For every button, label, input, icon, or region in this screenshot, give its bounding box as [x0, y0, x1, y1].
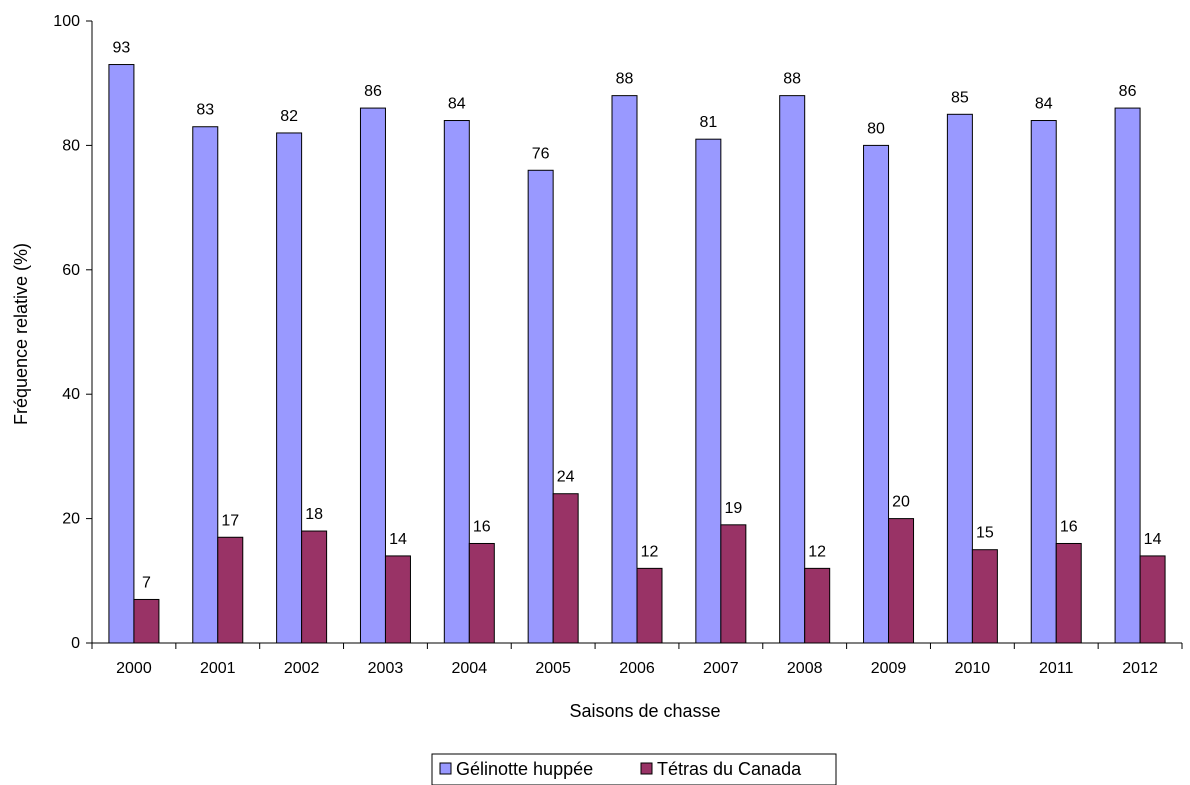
bar-tetras-2005	[552, 493, 579, 644]
bar-gelinotte-2002	[276, 132, 303, 644]
bar-tetras-2004	[468, 542, 495, 644]
legend-frame	[431, 753, 837, 785]
bar-gelinotte-2001	[192, 126, 219, 644]
data-label-gelinotte-2005: 76	[532, 145, 550, 162]
x-tick-label: 2006	[619, 660, 655, 677]
bar-tetras-2003	[384, 555, 411, 644]
data-label-tetras-2010: 15	[976, 525, 994, 542]
data-label-tetras-2006: 12	[641, 543, 659, 560]
bar-gelinotte-2011	[1030, 120, 1057, 644]
y-tick-label: 100	[53, 13, 80, 30]
bar-tetras-2009	[888, 518, 915, 644]
data-label-gelinotte-2006: 88	[616, 71, 634, 88]
data-label-gelinotte-2001: 83	[196, 102, 214, 119]
bar-tetras-2000	[133, 598, 160, 644]
chart-bars	[108, 64, 1166, 644]
data-label-tetras-2001: 17	[221, 512, 239, 529]
bar-gelinotte-2006	[611, 95, 638, 644]
data-label-gelinotte-2002: 82	[280, 108, 298, 125]
bar-tetras-2002	[301, 530, 328, 644]
bar-gelinotte-2008	[779, 95, 806, 644]
bar-tetras-2007	[720, 524, 747, 644]
data-label-tetras-2000: 7	[142, 574, 151, 591]
x-tick-label: 2002	[284, 660, 320, 677]
y-tick-label: 60	[62, 262, 80, 279]
bar-gelinotte-2012	[1114, 107, 1141, 644]
bar-gelinotte-2007	[695, 138, 722, 644]
x-tick-label: 2007	[703, 660, 739, 677]
bar-gelinotte-2003	[359, 107, 386, 644]
y-tick-label: 40	[62, 386, 80, 403]
x-tick-label: 2003	[368, 660, 404, 677]
y-tick-label: 20	[62, 511, 80, 528]
legend-swatch-tetras	[640, 762, 653, 775]
data-label-tetras-2007: 19	[724, 500, 742, 517]
x-tick-label: 2010	[955, 660, 991, 677]
data-label-tetras-2005: 24	[557, 469, 575, 486]
bar-tetras-2006	[636, 567, 663, 644]
legend: Gélinotte huppée Tétras du Canada	[431, 753, 837, 785]
bar-gelinotte-2004	[443, 120, 470, 644]
x-tick-label: 2005	[535, 660, 571, 677]
bar-gelinotte-2009	[863, 144, 890, 644]
data-label-gelinotte-2008: 88	[783, 71, 801, 88]
data-label-gelinotte-2004: 84	[448, 96, 466, 113]
x-tick-label: 2009	[871, 660, 907, 677]
y-axis-title: Fréquence relative (%)	[11, 243, 31, 425]
bar-tetras-2010	[971, 549, 998, 644]
chart-axes: 0 20 40 60 80 100 2000 2001 2002 2003 2004 2005 2006…	[53, 13, 1183, 677]
data-label-tetras-2012: 14	[1144, 531, 1162, 548]
x-tick-label: 2011	[1039, 660, 1074, 677]
data-label-tetras-2008: 12	[808, 543, 826, 560]
x-tick-label: 2000	[116, 660, 152, 677]
data-label-gelinotte-2007: 81	[699, 114, 717, 131]
bar-gelinotte-2000	[108, 64, 135, 644]
bar-gelinotte-2010	[946, 113, 973, 644]
x-tick-label: 2001	[200, 660, 236, 677]
bar-tetras-2001	[217, 536, 244, 644]
data-label-tetras-2011: 16	[1060, 518, 1078, 535]
data-label-gelinotte-2009: 80	[867, 120, 885, 137]
data-label-gelinotte-2010: 85	[951, 89, 969, 106]
x-tick-label: 2012	[1122, 660, 1158, 677]
data-label-tetras-2002: 18	[305, 506, 323, 523]
data-label-tetras-2009: 20	[892, 494, 910, 511]
x-axis-title: Saisons de chasse	[569, 701, 720, 721]
chart-data-labels: 93 83 82 86 84 76 88 81 88 80 85 84 86 7 17 18 14 16 24 12 1…	[113, 40, 1162, 592]
data-label-tetras-2003: 14	[389, 531, 407, 548]
x-tick-label: 2008	[787, 660, 823, 677]
data-label-gelinotte-2012: 86	[1119, 83, 1137, 100]
legend-label-tetras: Tétras du Canada	[657, 759, 802, 779]
legend-swatch-gelinotte	[439, 762, 452, 775]
data-label-gelinotte-2003: 86	[364, 83, 382, 100]
data-label-tetras-2004: 16	[473, 518, 491, 535]
y-tick-label: 80	[62, 137, 80, 154]
x-tick-label: 2004	[452, 660, 488, 677]
data-label-gelinotte-2000: 93	[113, 40, 131, 57]
bar-tetras-2012	[1139, 555, 1166, 644]
y-tick-label: 0	[71, 635, 80, 652]
bar-gelinotte-2005	[527, 169, 554, 644]
bar-tetras-2008	[804, 567, 831, 644]
data-label-gelinotte-2011: 84	[1035, 96, 1053, 113]
bar-tetras-2011	[1055, 542, 1082, 644]
legend-label-gelinotte: Gélinotte huppée	[456, 759, 593, 779]
